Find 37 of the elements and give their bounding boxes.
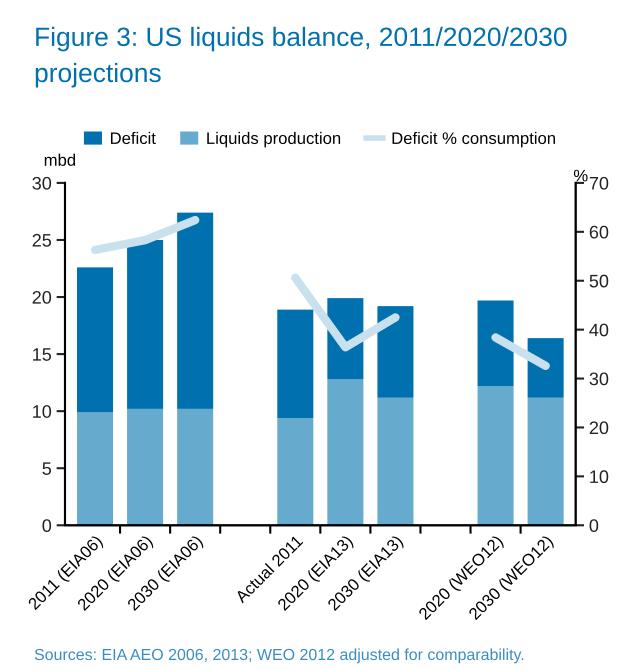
y2-tick-label: 20 (590, 421, 608, 434)
y2-axis-title: % (574, 170, 588, 182)
y-tick-label: 25 (32, 234, 52, 247)
bar (327, 379, 364, 526)
bar (528, 338, 564, 398)
bar (77, 267, 114, 412)
bar (377, 397, 414, 526)
bar (377, 306, 414, 398)
bar (478, 386, 514, 526)
bar (127, 240, 164, 409)
y-tick-label: 20 (32, 290, 52, 304)
y-tick-label: 30 (32, 176, 52, 190)
bar (478, 300, 514, 386)
bar (528, 397, 564, 526)
legend-label: Liquids production (207, 132, 340, 148)
chart-title: Figure 3: US liquids balance, 2011/2020/2030 projections (36, 26, 567, 88)
y2-tick-label: 10 (590, 470, 608, 484)
y2-tick-label: 0 (590, 519, 598, 532)
bar (277, 310, 314, 418)
legend-label: Deficit (110, 132, 156, 144)
y-tick-label: 5 (42, 462, 52, 475)
bar (177, 408, 214, 526)
y2-tick-label: 30 (590, 372, 608, 386)
y2-tick-label: 70 (590, 176, 608, 190)
y-tick-label: 15 (33, 348, 52, 361)
bar (127, 408, 164, 526)
source-note: Sources: EIA AEO 2006, 2013; WEO 2012 adjusted for comparability. (34, 648, 524, 664)
bar (277, 418, 314, 526)
y2-tick-label: 40 (589, 324, 608, 336)
legend-label: Deficit % consumption (392, 132, 555, 148)
y-tick-label: 0 (42, 519, 52, 532)
y2-tick-label: 60 (590, 226, 608, 239)
bar (177, 212, 214, 409)
y-tick-label: 10 (33, 405, 52, 418)
y2-tick-label: 50 (590, 274, 608, 288)
y-axis-title: mbd (44, 154, 76, 166)
bar (77, 412, 114, 526)
